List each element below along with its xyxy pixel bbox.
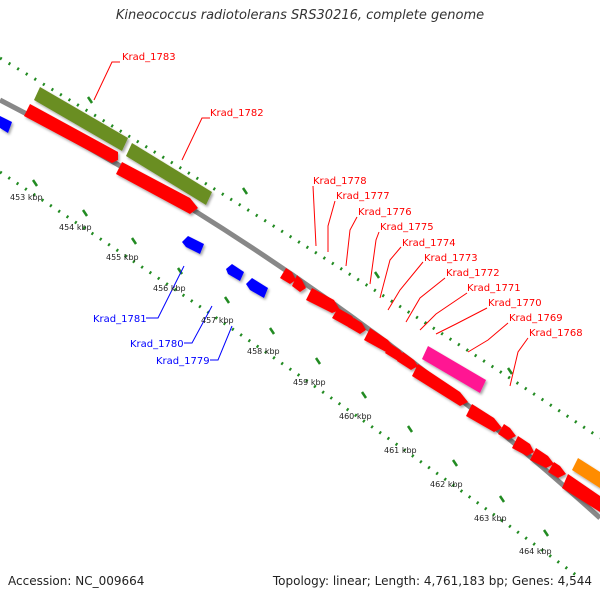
kbp-labels: 453 kbp 454 kbp 455 kbp 456 kbp 457 kbp …	[10, 193, 552, 556]
kbp-label: 464 kbp	[519, 547, 552, 556]
gene-label[interactable]: Krad_1774	[402, 238, 456, 249]
map-title: Kineococcus radiotolerans SRS30216, comp…	[115, 8, 485, 23]
other-feature[interactable]	[572, 458, 600, 488]
cds-krad-1768b[interactable]	[512, 436, 534, 456]
cds-krad-1768c[interactable]	[530, 448, 554, 468]
cds-krad-1769[interactable]	[466, 404, 502, 432]
cds-left-edge[interactable]	[0, 116, 12, 133]
forward-cds-track	[24, 104, 600, 512]
gene-label[interactable]: Krad_1773	[424, 253, 478, 264]
forward-leader-lines	[93, 61, 529, 387]
cds-krad-1781[interactable]	[182, 236, 204, 254]
accession-text: Accession: NC_009664	[8, 574, 145, 588]
gene-krad-1782[interactable]	[126, 143, 212, 205]
inner-tick-ring	[0, 170, 581, 580]
reverse-leader-lines	[146, 265, 233, 361]
kbp-label: 462 kbp	[430, 480, 463, 489]
gene-label[interactable]: Krad_1778	[313, 176, 367, 187]
genome-backbone	[0, 97, 600, 520]
gene-label[interactable]: Krad_1781	[93, 314, 147, 325]
gene-label[interactable]: Krad_1769	[509, 313, 563, 324]
cds-krad-1776[interactable]	[306, 288, 340, 313]
kbp-label: 459 kbp	[293, 378, 326, 387]
gene-label[interactable]: Krad_1770	[488, 298, 542, 309]
cds-krad-1779[interactable]	[246, 278, 268, 298]
gene-label[interactable]: Krad_1782	[210, 108, 264, 119]
genome-summary: Topology: linear; Length: 4,761,183 bp; …	[272, 574, 592, 588]
kbp-label: 461 kbp	[384, 446, 417, 455]
outer-major-ticks	[86, 96, 514, 375]
gene-label[interactable]: Krad_1780	[130, 339, 184, 350]
gene-label[interactable]: Krad_1775	[380, 222, 434, 233]
gene-label[interactable]: Krad_1768	[529, 328, 583, 339]
cds-krad-1783[interactable]	[24, 104, 118, 163]
reverse-gene-labels: Krad_1781 Krad_1780 Krad_1779	[93, 314, 210, 367]
cds-krad-1780[interactable]	[226, 264, 244, 281]
gene-label[interactable]: Krad_1779	[156, 356, 210, 367]
gene-label[interactable]: Krad_1777	[336, 191, 390, 202]
cds-krad-1768d[interactable]	[548, 462, 566, 478]
cds-krad-1770[interactable]	[412, 364, 468, 406]
cds-krad-1771[interactable]	[397, 352, 418, 370]
gene-krad-1783[interactable]	[34, 87, 128, 151]
kbp-label: 460 kbp	[339, 412, 372, 421]
kbp-label: 454 kbp	[59, 223, 92, 232]
kbp-label: 457 kbp	[201, 316, 234, 325]
cds-krad-1777[interactable]	[292, 275, 306, 292]
kbp-label: 453 kbp	[10, 193, 43, 202]
kbp-label: 463 kbp	[474, 514, 507, 523]
gene-label[interactable]: Krad_1772	[446, 268, 500, 279]
kbp-label: 458 kbp	[247, 347, 280, 356]
gene-label[interactable]: Krad_1776	[358, 207, 412, 218]
major-ticks	[31, 179, 550, 537]
gene-track	[34, 87, 212, 205]
gene-label[interactable]: Krad_1783	[122, 52, 176, 63]
cds-krad-1768e[interactable]	[562, 474, 600, 512]
cds-krad-1768a[interactable]	[498, 424, 516, 440]
cds-krad-1782[interactable]	[116, 162, 198, 214]
reverse-cds-track	[0, 116, 268, 298]
cds-krad-1778[interactable]	[280, 268, 296, 284]
gene-label[interactable]: Krad_1771	[467, 283, 521, 294]
kbp-label: 456 kbp	[153, 284, 186, 293]
kbp-label: 455 kbp	[106, 253, 139, 262]
rna-feature[interactable]	[422, 346, 486, 393]
cds-krad-1774[interactable]	[348, 318, 366, 334]
forward-gene-labels: Krad_1783 Krad_1782 Krad_1778 Krad_1777 …	[122, 52, 583, 339]
cds-krad-1773[interactable]	[364, 328, 394, 352]
